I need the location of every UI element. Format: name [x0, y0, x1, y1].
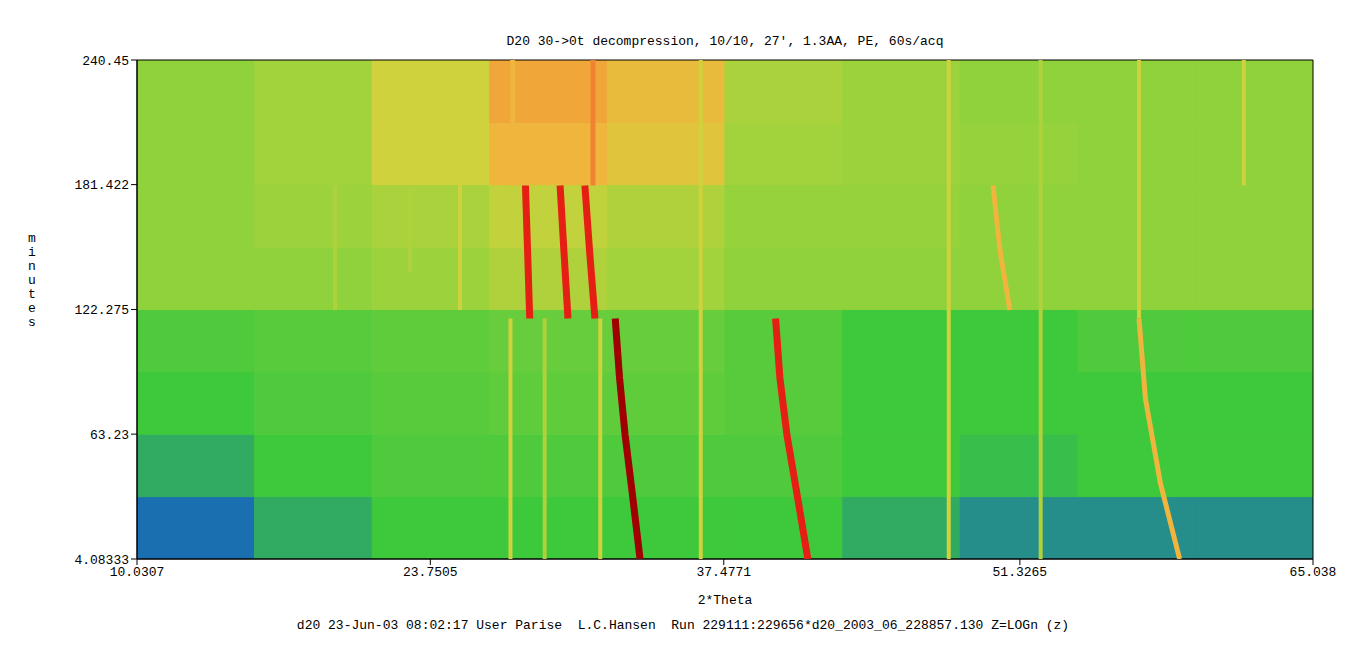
svg-text:122.275: 122.275 [74, 303, 129, 318]
svg-text:23.7505: 23.7505 [403, 565, 458, 580]
html-text:i: i [28, 245, 36, 260]
html-text:s: s [28, 315, 36, 330]
svg-text:240.45: 240.45 [82, 54, 129, 69]
html-text:u: u [28, 273, 36, 288]
svg-text:51.3265: 51.3265 [993, 565, 1048, 580]
html-text:d20 23-Jun-03 08:02:17 User Pa: d20 23-Jun-03 08:02:17 User Parise L.C.H… [296, 618, 1070, 633]
html-text:e: e [28, 301, 36, 316]
svg-text:65.038: 65.038 [1290, 565, 1337, 580]
html-text:t: t [28, 287, 36, 302]
html-text:m: m [28, 231, 36, 246]
html-text:D20 30->0t decompression, 10/1: D20 30->0t decompression, 10/10, 27', 1.… [506, 34, 944, 49]
svg-text:2*Theta: 2*Theta [698, 593, 753, 608]
html-text:n: n [28, 259, 36, 274]
svg-text:10.0307: 10.0307 [109, 565, 165, 581]
svg-text:63.23: 63.23 [90, 428, 129, 443]
svg-text:4.08333: 4.08333 [74, 553, 129, 568]
svg-text:181.422: 181.422 [74, 178, 129, 193]
svg-text:37.4771: 37.4771 [696, 565, 751, 580]
